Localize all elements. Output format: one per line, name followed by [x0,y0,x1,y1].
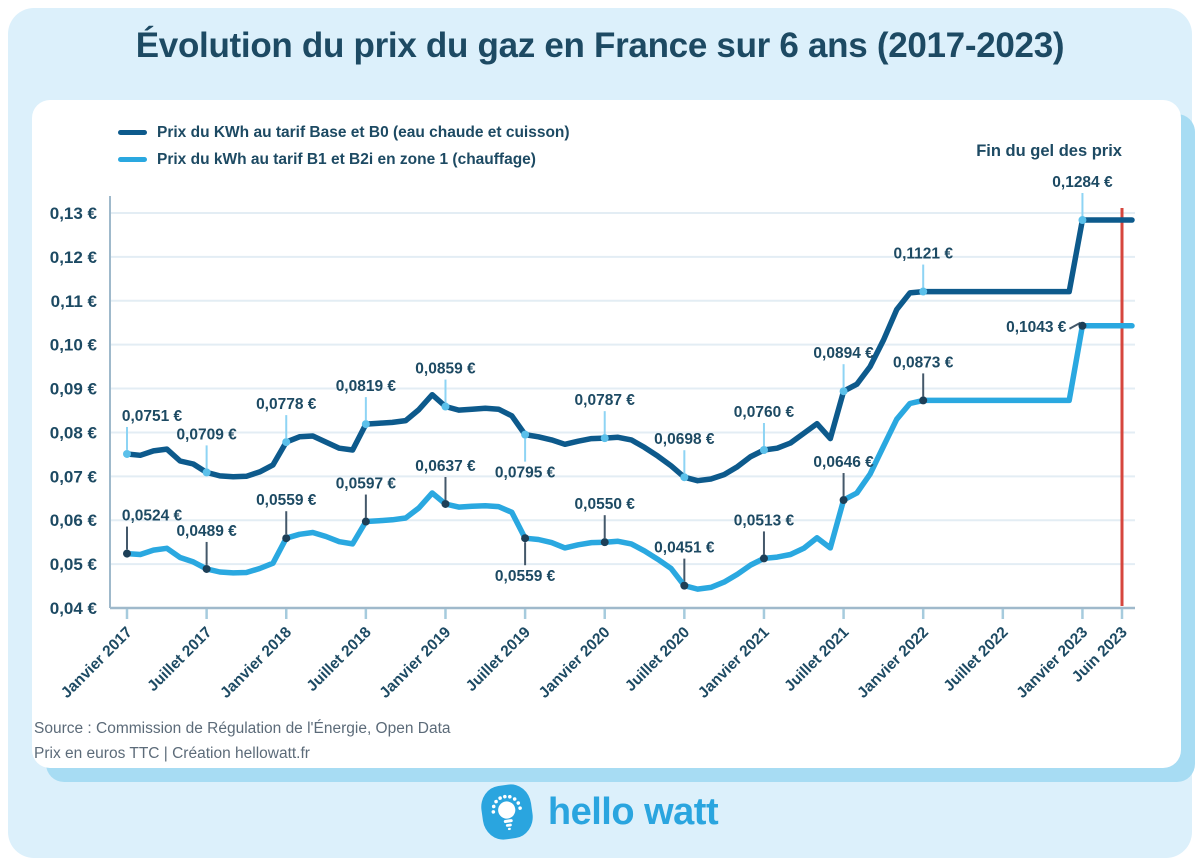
y-axis-tick-label: 0,06 € [50,511,98,530]
page-title: Évolution du prix du gaz en France sur 6… [135,26,1065,65]
data-point-label: 0,1043 € [1006,319,1067,336]
data-point-label: 0,0559 € [495,568,556,585]
data-point-label: 0,0559 € [256,492,317,509]
data-point-label: 0,1121 € [893,246,953,263]
data-point-label: 0,0646 € [813,454,874,471]
legend-item-base: Prix du KWh au tarif Base et B0 (eau cha… [118,119,570,146]
data-point-label: 0,0795 € [495,465,556,482]
y-axis-tick-label: 0,11 € [51,292,98,311]
x-axis-tick-label: Juillet 2017 [144,624,215,695]
data-point-label: 0,0751 € [122,408,183,425]
base-b0-price-line [124,217,1135,484]
y-axis-tick-label: 0,09 € [50,380,98,399]
hellowatt-logo: hello watt [0,781,1200,843]
lightbulb-icon [478,781,536,843]
y-axis-tick-label: 0,05 € [50,555,98,574]
chart-card [32,100,1181,768]
data-point-label: 0,0597 € [336,476,397,493]
legend-swatch-base-line [118,130,147,135]
y-axis-tick-label: 0,13 € [50,204,98,223]
y-axis-tick-label: 0,08 € [50,423,98,442]
data-point-label: 0,0760 € [734,404,795,421]
x-axis-tick-label: Juillet 2021 [781,624,852,695]
x-axis-tick-label: Janvier 2022 [854,624,932,702]
price-chart: 0,04 € 0,05 € 0,06 € 0,07 € 0,08 € 0,09 € 0,10… [50,174,1135,702]
source-note: Source : Commission de Régulation de l'É… [34,716,451,766]
legend-label-b1: Prix du kWh au tarif B1 et B2i en zone 1… [157,150,536,168]
logo-wordmark: hello watt [547,790,719,833]
y-axis-tick-label: 0,04 € [50,599,98,618]
legend-label-base: Prix du KWh au tarif Base et B0 (eau cha… [157,123,570,141]
data-point-label: 0,0637 € [415,458,476,475]
data-point-label: 0,0778 € [256,396,317,413]
b1-b2i-price-line [124,323,1135,592]
legend-item-b1: Prix du kWh au tarif B1 et B2i en zone 1… [118,146,570,173]
data-point-label: 0,0524 € [122,508,183,525]
data-point-label: 0,0787 € [575,392,636,409]
x-axis-tick-label: Juillet 2022 [941,624,1012,695]
data-point-label: 0,1284 € [1052,174,1113,191]
chart-legend: Prix du KWh au tarif Base et B0 (eau cha… [118,119,570,173]
x-axis-tick-label: Janvier 2021 [695,624,773,702]
data-point-label: 0,0698 € [654,431,715,448]
x-axis-tick-label: Janvier 2020 [536,624,614,702]
data-point-label: 0,0873 € [893,354,954,371]
x-axis-tick-label: Janvier 2017 [58,624,136,702]
x-axis-tick-label: Juillet 2018 [304,624,375,695]
price-freeze-annotation: Fin du gel des prix [976,142,1122,160]
data-point-label: 0,0451 € [654,540,715,557]
x-axis-tick-label: Janvier 2018 [217,624,295,702]
source-line-1: Source : Commission de Régulation de l'É… [34,720,451,737]
y-axis-tick-label: 0,10 € [50,336,98,355]
data-point-label: 0,0513 € [734,512,795,529]
x-axis-tick-label: Janvier 2019 [376,624,454,702]
data-point-label: 0,0709 € [176,426,237,443]
data-point-label: 0,0489 € [176,523,237,540]
y-axis-tick-label: 0,12 € [50,248,98,267]
data-point-label: 0,0819 € [336,378,397,395]
data-point-label: 0,0894 € [813,345,874,362]
legend-swatch-b1-line [118,157,147,162]
y-axis-tick-label: 0,07 € [50,467,98,486]
source-line-2: Prix en euros TTC | Création hellowatt.f… [34,745,310,762]
x-axis-tick-label: Juillet 2020 [622,624,693,695]
data-point-label: 0,0550 € [575,496,636,513]
x-axis-tick-label: Juillet 2019 [463,624,534,695]
data-point-label: 0,0859 € [415,361,476,378]
